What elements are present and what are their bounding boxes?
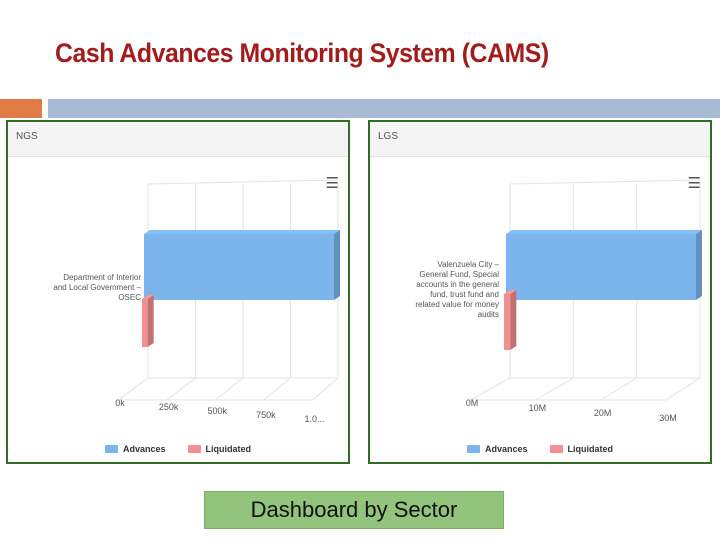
legend-item-liquidated[interactable]: Liquidated xyxy=(187,444,252,454)
panel-header: NGS xyxy=(8,122,348,157)
floor-gridline xyxy=(535,377,574,401)
bar-front xyxy=(506,234,696,300)
legend-label: Liquidated xyxy=(205,444,252,454)
x-tick-label: 250k xyxy=(159,402,179,412)
lgs-bar-chart: 0M 10M 20M 30M Valenzuela City – General Fund… xyxy=(415,179,702,423)
bar-top xyxy=(142,295,154,299)
bar-liquidated xyxy=(142,295,154,347)
floor-gridline xyxy=(469,377,511,401)
x-tick-label: 30M xyxy=(659,413,677,423)
panel-title: LGS xyxy=(378,131,399,142)
bar-top xyxy=(506,230,702,234)
legend-swatch xyxy=(549,445,563,453)
floor-gridline xyxy=(214,377,244,401)
top-edge xyxy=(147,179,339,185)
x-tick-label: 750k xyxy=(256,410,276,420)
lgs-chart-panel: LGS ☰ 0M 10M 20M 30M Valenzuela City – Genera… xyxy=(368,120,712,464)
floor-gridline xyxy=(263,377,291,401)
floor-gridline xyxy=(600,377,637,401)
bar-side xyxy=(147,295,154,347)
accent-band-orange xyxy=(0,99,42,118)
category-label-line: Department of Interior xyxy=(63,273,141,282)
category-label: Department of Interior and Local Governme… xyxy=(53,273,141,302)
x-tick-label: 10M xyxy=(529,403,547,413)
category-label: Valenzuela City – General Fund, Special ac… xyxy=(415,260,499,319)
dashboard-by-sector-button[interactable]: Dashboard by Sector xyxy=(204,491,504,529)
bar-side xyxy=(510,290,517,350)
category-label-line: related value for money xyxy=(415,300,499,309)
panel-title: NGS xyxy=(16,131,38,142)
legend-swatch xyxy=(466,445,480,453)
x-tick-label: 1.0... xyxy=(304,414,324,424)
category-label-line: General Fund, Special xyxy=(419,270,499,279)
x-tick-label: 500k xyxy=(207,406,227,416)
legend-item-liquidated[interactable]: Liquidated xyxy=(549,444,614,454)
category-label-line: OSEC xyxy=(118,293,141,302)
ngs-chart-panel: NGS ☰ 0k 250k 500k 750k 1.0... Department of … xyxy=(6,120,350,464)
bar-advances xyxy=(144,230,340,300)
x-tick-label: 20M xyxy=(594,408,612,418)
panel-header: LGS xyxy=(370,122,710,157)
floor-gridline xyxy=(117,377,149,401)
legend-swatch xyxy=(104,445,118,453)
bar-top xyxy=(504,290,517,294)
category-label-line: Valenzuela City – xyxy=(437,260,499,269)
legend-swatch xyxy=(187,445,201,453)
bar-front xyxy=(504,294,511,350)
chart-legend: Advances Liquidated xyxy=(8,442,348,456)
bar-top xyxy=(144,230,340,234)
bar-advances xyxy=(506,230,702,300)
ngs-bar-chart: 0k 250k 500k 750k 1.0... Department of Interi… xyxy=(53,179,340,424)
legend-item-advances[interactable]: Advances xyxy=(104,444,166,454)
legend-label: Liquidated xyxy=(567,444,614,454)
legend-label: Advances xyxy=(484,444,528,454)
category-label-line: fund, trust fund and xyxy=(430,290,499,299)
bar-liquidated xyxy=(504,290,517,350)
floor-gridline xyxy=(665,377,701,401)
bar-side xyxy=(696,230,702,300)
category-label-line: accounts in the general xyxy=(416,280,499,289)
grid xyxy=(469,179,701,401)
bar-side xyxy=(334,230,340,300)
x-tick-label: 0k xyxy=(115,398,125,408)
x-tick-label: 0M xyxy=(466,398,479,408)
accent-band-blue xyxy=(48,99,720,118)
floor-gridline xyxy=(166,377,196,401)
top-edge xyxy=(509,179,701,185)
chart-legend: Advances Liquidated xyxy=(370,442,710,456)
bar-front xyxy=(144,234,334,300)
floor-gridline xyxy=(312,377,339,401)
category-label-line: and Local Government – xyxy=(53,283,141,292)
legend-label: Advances xyxy=(122,444,166,454)
bar-front xyxy=(142,299,148,347)
slide-title: Cash Advances Monitoring System (CAMS) xyxy=(55,38,549,68)
legend-item-advances[interactable]: Advances xyxy=(466,444,528,454)
category-label-line: audits xyxy=(478,310,499,319)
